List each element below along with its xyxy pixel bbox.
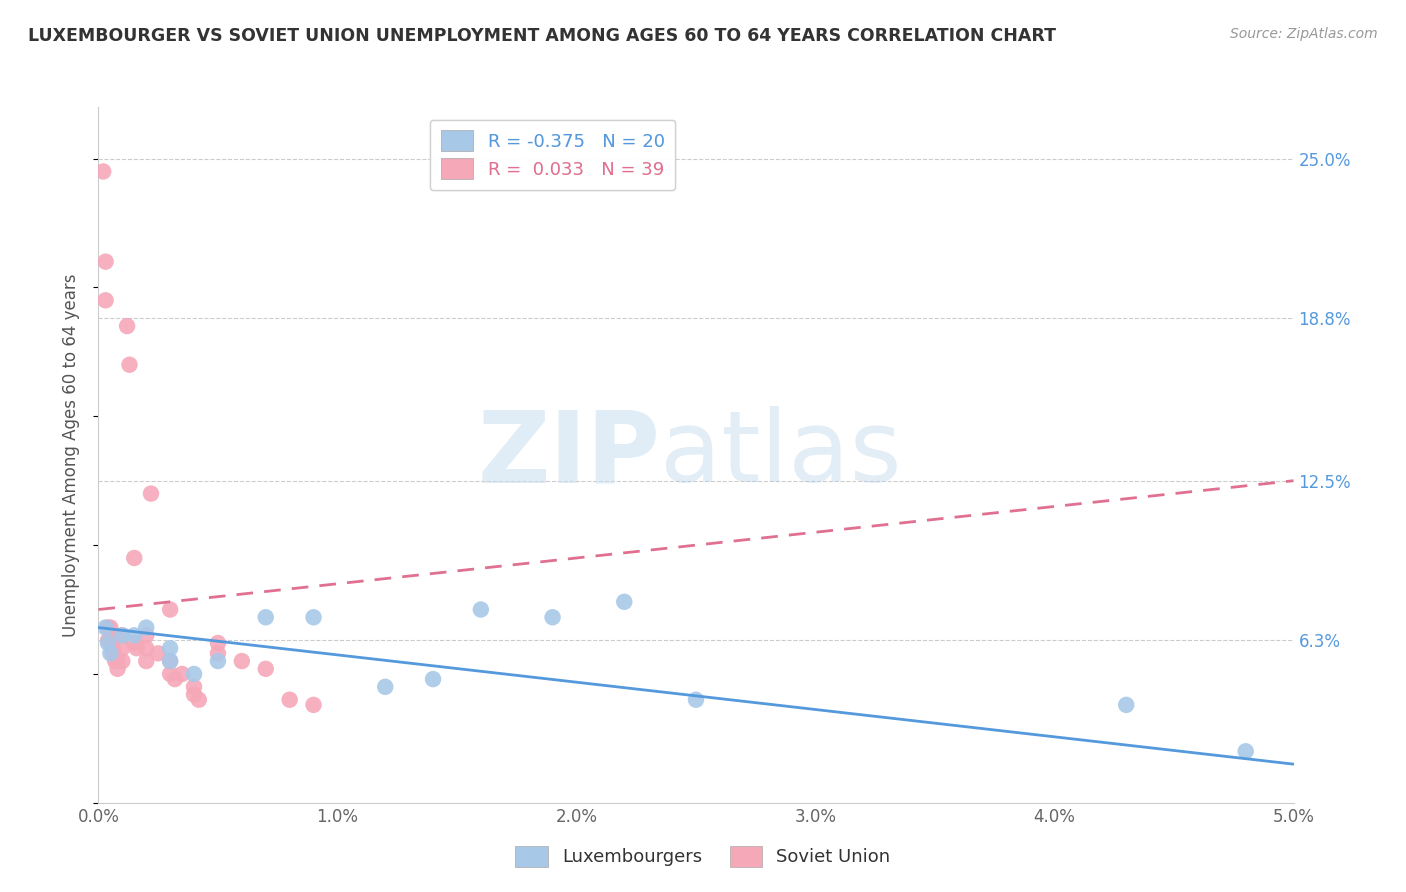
Point: [254, 662, 277, 676]
Point: [422, 672, 444, 686]
Point: [541, 610, 564, 624]
Point: [101, 646, 124, 660]
Point: [302, 698, 325, 712]
Point: [91, 164, 114, 178]
Point: [111, 628, 134, 642]
Point: [183, 688, 205, 702]
Point: [100, 621, 122, 635]
Point: [159, 667, 181, 681]
Point: [207, 636, 229, 650]
Point: [135, 628, 157, 642]
Point: [107, 654, 129, 668]
Point: [470, 602, 492, 616]
Point: [374, 680, 396, 694]
Point: [97, 633, 120, 648]
Point: [159, 654, 181, 668]
Point: [159, 641, 181, 656]
Point: [124, 551, 146, 566]
Point: [97, 621, 120, 635]
Point: [685, 692, 707, 706]
Point: [159, 602, 181, 616]
Point: [100, 633, 122, 648]
Point: [125, 641, 148, 656]
Point: [613, 595, 636, 609]
Point: [124, 628, 146, 642]
Point: [100, 646, 122, 660]
Point: [94, 254, 117, 268]
Point: [94, 293, 117, 308]
Y-axis label: Unemployment Among Ages 60 to 64 years: Unemployment Among Ages 60 to 64 years: [62, 273, 80, 637]
Point: [1115, 698, 1137, 712]
Point: [183, 667, 205, 681]
Point: [207, 646, 229, 660]
Point: [1234, 744, 1257, 758]
Point: [124, 636, 146, 650]
Point: [135, 641, 157, 656]
Point: [135, 654, 157, 668]
Point: [97, 636, 120, 650]
Point: [231, 654, 253, 668]
Legend: R = -0.375   N = 20, R =  0.033   N = 39: R = -0.375 N = 20, R = 0.033 N = 39: [430, 120, 675, 190]
Point: [207, 654, 229, 668]
Point: [159, 654, 181, 668]
Text: LUXEMBOURGER VS SOVIET UNION UNEMPLOYMENT AMONG AGES 60 TO 64 YEARS CORRELATION : LUXEMBOURGER VS SOVIET UNION UNEMPLOYMEN…: [28, 27, 1056, 45]
Point: [111, 641, 134, 656]
Point: [183, 680, 205, 694]
Point: [278, 692, 301, 706]
Point: [254, 610, 277, 624]
Point: [139, 486, 162, 500]
Point: [135, 621, 157, 635]
Point: [172, 667, 194, 681]
Point: [94, 621, 117, 635]
Point: [111, 654, 134, 668]
Point: [107, 662, 129, 676]
Text: Source: ZipAtlas.com: Source: ZipAtlas.com: [1230, 27, 1378, 41]
Point: [163, 672, 186, 686]
Legend: Luxembourgers, Soviet Union: Luxembourgers, Soviet Union: [508, 838, 898, 874]
Point: [148, 646, 170, 660]
Point: [101, 641, 124, 656]
Text: atlas: atlas: [661, 407, 901, 503]
Point: [104, 654, 127, 668]
Text: ZIP: ZIP: [477, 407, 661, 503]
Point: [187, 692, 209, 706]
Point: [302, 610, 325, 624]
Point: [111, 628, 134, 642]
Point: [115, 319, 138, 334]
Point: [118, 358, 141, 372]
